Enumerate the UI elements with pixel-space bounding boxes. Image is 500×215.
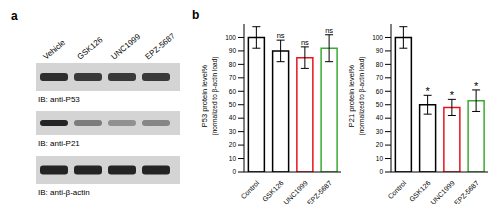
svg-text:90: 90 (229, 47, 237, 54)
svg-text:30: 30 (229, 128, 237, 135)
svg-text:80: 80 (229, 61, 237, 68)
svg-text:90: 90 (376, 47, 384, 54)
svg-text:20: 20 (376, 141, 384, 148)
svg-text:UNC1999: UNC1999 (110, 32, 143, 62)
svg-text:ns: ns (325, 26, 333, 35)
svg-text:100: 100 (372, 34, 383, 41)
svg-text:EPZ-5687: EPZ-5687 (306, 179, 333, 204)
svg-text:P21 protein level%: P21 protein level% (347, 64, 356, 127)
svg-text:a: a (11, 9, 18, 23)
svg-text:ns: ns (277, 31, 285, 40)
svg-text:80: 80 (376, 61, 384, 68)
svg-text:(normalized to β-actin load): (normalized to β-actin load) (211, 57, 219, 136)
svg-text:100: 100 (225, 34, 236, 41)
svg-text:70: 70 (376, 74, 384, 81)
svg-text:40: 40 (229, 114, 237, 121)
svg-text:40: 40 (376, 114, 384, 121)
svg-text:0: 0 (232, 168, 236, 175)
svg-text:*: * (474, 80, 479, 92)
svg-text:60: 60 (229, 88, 237, 95)
svg-text:UNC1999: UNC1999 (429, 179, 456, 204)
svg-text:30: 30 (376, 128, 384, 135)
svg-text:20: 20 (229, 141, 237, 148)
svg-text:50: 50 (376, 101, 384, 108)
svg-text:50: 50 (229, 101, 237, 108)
svg-text:Control: Control (386, 179, 407, 200)
svg-text:(normalized to β-actin load): (normalized to β-actin load) (358, 57, 366, 136)
svg-text:Vehicle: Vehicle (42, 38, 68, 62)
svg-text:*: * (450, 89, 455, 101)
svg-text:IB: anti-β-actin: IB: anti-β-actin (38, 188, 90, 197)
svg-text:70: 70 (229, 74, 237, 81)
svg-text:EPZ-5687: EPZ-5687 (144, 31, 178, 61)
html-text:b: b (192, 8, 200, 22)
svg-text:P53 protein level%: P53 protein level% (200, 64, 209, 127)
svg-text:*: * (425, 85, 430, 97)
svg-text:Control: Control (239, 179, 260, 200)
svg-text:0: 0 (379, 168, 383, 175)
svg-text:GSK126: GSK126 (76, 35, 105, 62)
svg-text:10: 10 (229, 155, 237, 162)
svg-text:60: 60 (376, 88, 384, 95)
svg-text:IB: anti-P21: IB: anti-P21 (38, 139, 80, 148)
svg-text:GSK126: GSK126 (408, 179, 432, 203)
svg-text:GSK126: GSK126 (261, 179, 285, 203)
svg-text:10: 10 (376, 155, 384, 162)
svg-text:EPZ-5687: EPZ-5687 (453, 179, 480, 204)
svg-text:UNC1999: UNC1999 (282, 179, 309, 204)
svg-text:ns: ns (301, 38, 309, 47)
svg-text:IB: anti-P53: IB: anti-P53 (38, 95, 80, 104)
